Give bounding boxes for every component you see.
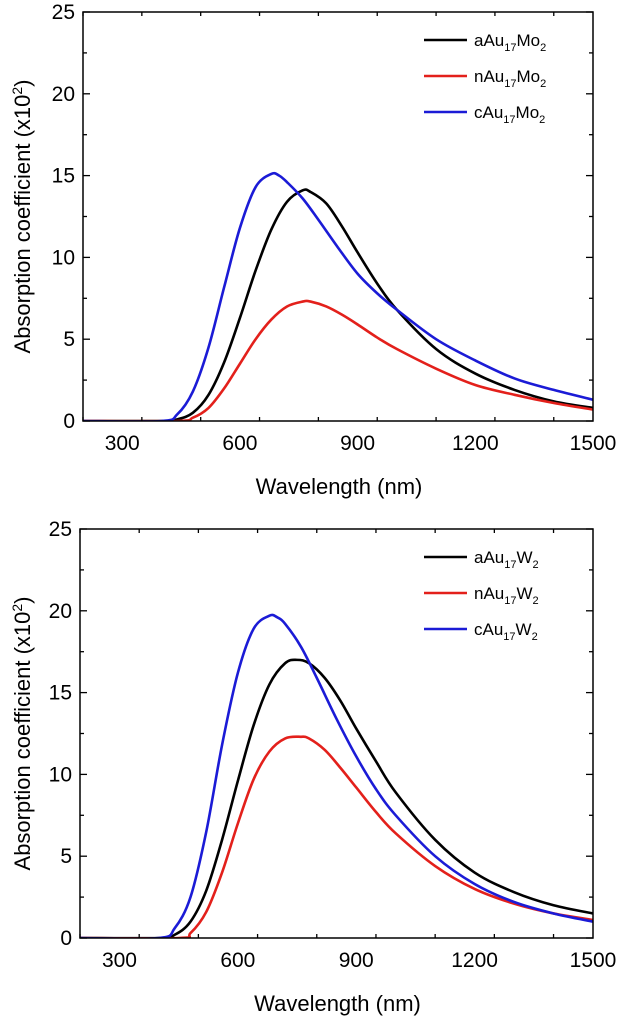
- y-tick-label: 15: [49, 682, 72, 705]
- legend-label-prefix: nAu: [474, 67, 504, 86]
- y-tick-label: 20: [52, 83, 75, 106]
- x-tick-label: 1200: [451, 949, 498, 972]
- legend-label-element: W: [517, 548, 533, 567]
- legend-label-element: Mo: [517, 67, 541, 86]
- series-line-aau17w2: [80, 658, 593, 938]
- y-tick-label: 10: [52, 246, 75, 269]
- chart-panel-1: 300 600 900 1200 1500 0 5 10 15 20 25 Wavelength (n…: [9, 1, 616, 499]
- legend-label-element: Mo: [516, 103, 540, 122]
- series-line-cau17mo2: [83, 171, 593, 421]
- x-tick-label: 300: [105, 432, 140, 455]
- legend-label-element: Mo: [517, 31, 541, 50]
- legend-label-sub: 17: [503, 631, 515, 643]
- y-tick-label: 25: [52, 1, 75, 24]
- legend-label-element: W: [517, 584, 533, 603]
- y-tick-label: 5: [60, 845, 72, 868]
- series-line-nau17w2: [80, 735, 593, 938]
- x-tick-label: 600: [220, 949, 255, 972]
- legend-label-sub: 17: [504, 78, 516, 90]
- legend-label: aAu17W2: [474, 548, 539, 571]
- legend-label-sub: 2: [533, 559, 539, 571]
- series-line-aau17mo2: [83, 188, 593, 421]
- x-tick-label: 900: [339, 949, 374, 972]
- y-tick-label: 20: [49, 600, 72, 623]
- y-axis-title-main: Absorption coefficient (x10: [10, 612, 35, 871]
- legend-label: aAu17Mo2: [474, 31, 546, 54]
- y-tick-label: 0: [60, 927, 72, 950]
- y-tick-label: 5: [63, 328, 75, 351]
- legend-label-element: W: [516, 620, 532, 639]
- x-tick-label: 1500: [570, 432, 617, 455]
- x-axis-title: Wavelength (nm): [254, 991, 421, 1016]
- y-tick-label: 10: [49, 763, 72, 786]
- y-axis-title-end: ): [10, 597, 35, 604]
- legend-label-prefix: cAu: [474, 620, 503, 639]
- legend-label-prefix: aAu: [474, 548, 504, 567]
- legend-label-prefix: aAu: [474, 31, 504, 50]
- legend-label-sub: 2: [540, 42, 546, 54]
- y-tick-label: 0: [63, 410, 75, 433]
- y-axis-title-main: Absorption coefficient (x10: [10, 95, 35, 354]
- x-tick-label: 1500: [570, 949, 617, 972]
- x-tick-label: 900: [340, 432, 375, 455]
- legend-label-sub: 2: [533, 595, 539, 607]
- x-tick-label: 300: [102, 949, 137, 972]
- series-lines: [80, 613, 593, 938]
- legend-label: cAu17Mo2: [474, 103, 545, 126]
- y-tick-label: 15: [52, 165, 75, 188]
- legend-label: nAu17Mo2: [474, 67, 546, 90]
- legend-label: cAu17W2: [474, 620, 538, 643]
- legend-label-sub: 2: [539, 114, 545, 126]
- legend-label-sub: 17: [504, 595, 516, 607]
- x-tick-label: 600: [222, 432, 257, 455]
- series-line-nau17mo2: [83, 299, 593, 421]
- y-axis-title: Absorption coefficient (x102): [9, 80, 35, 354]
- legend-label-prefix: nAu: [474, 584, 504, 603]
- x-tick-label: 1200: [452, 432, 499, 455]
- legend-label-sub: 17: [503, 114, 515, 126]
- series-line-cau17w2: [80, 613, 593, 938]
- y-axis-title-sup: 2: [9, 87, 25, 95]
- series-lines: [83, 171, 593, 421]
- legend-label-sub: 17: [504, 559, 516, 571]
- legend-label: nAu17W2: [474, 584, 539, 607]
- legend-label-sub: 2: [540, 78, 546, 90]
- x-axis-title: Wavelength (nm): [256, 474, 423, 499]
- legend-label-prefix: cAu: [474, 103, 503, 122]
- y-axis-title: Absorption coefficient (x102): [9, 597, 35, 871]
- legend-label-sub: 17: [504, 42, 516, 54]
- y-axis-title-sup: 2: [9, 604, 25, 612]
- legend-label-sub: 2: [532, 631, 538, 643]
- y-tick-label: 25: [49, 518, 72, 541]
- chart-panel-2: 300 600 900 1200 1500 0 5 10 15 20 25 Wavelength (n…: [9, 518, 616, 1016]
- y-axis-title-end: ): [10, 80, 35, 87]
